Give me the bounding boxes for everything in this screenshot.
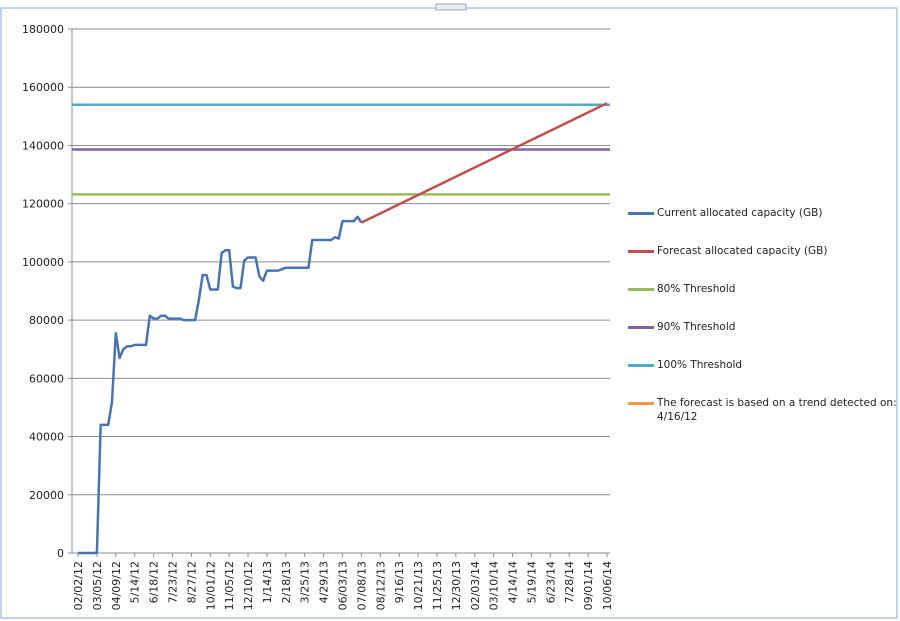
legend-label: Current allocated capacity (GB)	[657, 207, 823, 219]
x-tick-label: 7/23/12	[166, 561, 179, 603]
y-tick-label: 180000	[22, 23, 64, 36]
chart-frame	[0, 7, 898, 619]
x-tick-label: 5/19/14	[525, 561, 538, 603]
y-tick-label: 40000	[29, 431, 64, 444]
y-tick-label: 0	[57, 547, 64, 560]
x-tick-label: 1/14/13	[261, 561, 274, 603]
legend-label: 80% Threshold	[657, 283, 736, 295]
y-tick-label: 120000	[22, 198, 64, 211]
x-tick-label: 8/27/12	[185, 561, 198, 603]
x-tick-label: 02/02/12	[72, 561, 85, 610]
x-tick-label: 06/03/13	[337, 561, 350, 610]
legend-entry: Current allocated capacity (GB)	[628, 206, 897, 220]
y-tick-label: 100000	[22, 256, 64, 269]
x-tick-label: 7/28/14	[563, 561, 576, 603]
x-tick-label: 10/01/12	[204, 561, 217, 610]
legend-swatch	[628, 364, 654, 367]
legend-label: The forecast is based on a trend detecte…	[657, 397, 897, 423]
legend-label: 100% Threshold	[657, 359, 743, 371]
y-tick-label: 60000	[29, 372, 64, 385]
series-line	[360, 102, 608, 224]
series-line	[78, 215, 363, 555]
x-tick-label: 6/23/14	[544, 561, 557, 603]
x-tick-label: 11/25/13	[431, 561, 444, 610]
x-tick-label: 10/21/13	[412, 561, 425, 610]
x-tick-label: 03/10/14	[488, 561, 501, 610]
x-tick-label: 04/09/12	[110, 561, 123, 610]
legend-entry: Forecast allocated capacity (GB)	[628, 244, 897, 258]
legend-swatch	[628, 250, 654, 253]
legend-entry: The forecast is based on a trend detecte…	[628, 396, 897, 424]
x-tick-label: 07/08/13	[355, 561, 368, 610]
x-tick-label: 10/06/14	[601, 561, 614, 610]
x-tick-label: 03/05/12	[91, 561, 104, 610]
y-tick-label: 20000	[29, 489, 64, 502]
y-tick-label: 80000	[29, 314, 64, 327]
x-tick-label: 11/05/12	[223, 561, 236, 610]
x-tick-label: 4/29/13	[318, 561, 331, 603]
x-tick-label: 2/18/13	[280, 561, 293, 603]
x-tick-label: 4/14/14	[507, 561, 520, 603]
x-tick-label: 3/25/13	[299, 561, 312, 603]
legend-swatch	[628, 326, 654, 329]
x-tick-label: 5/14/12	[129, 561, 142, 603]
y-tick-label: 160000	[22, 81, 64, 94]
x-tick-label: 02/03/14	[469, 561, 482, 610]
resize-handle	[435, 3, 467, 11]
legend: Current allocated capacity (GB) Forecast …	[628, 0, 900, 621]
legend-label: Forecast allocated capacity (GB)	[657, 245, 828, 257]
legend-swatch	[628, 288, 654, 291]
legend-swatch	[628, 402, 654, 405]
legend-entry: 100% Threshold	[628, 358, 897, 372]
legend-label: 90% Threshold	[657, 321, 736, 333]
x-tick-label: 6/18/12	[148, 561, 161, 603]
legend-entry: 80% Threshold	[628, 282, 897, 296]
y-tick-label: 140000	[22, 139, 64, 152]
x-tick-label: 12/30/13	[450, 561, 463, 610]
x-tick-label: 9/16/13	[393, 561, 406, 603]
legend-entry: 90% Threshold	[628, 320, 897, 334]
legend-swatch	[628, 212, 654, 215]
x-tick-label: 08/12/13	[374, 561, 387, 610]
x-tick-label: 12/10/12	[242, 561, 255, 610]
x-tick-label: 09/01/14	[582, 561, 595, 610]
